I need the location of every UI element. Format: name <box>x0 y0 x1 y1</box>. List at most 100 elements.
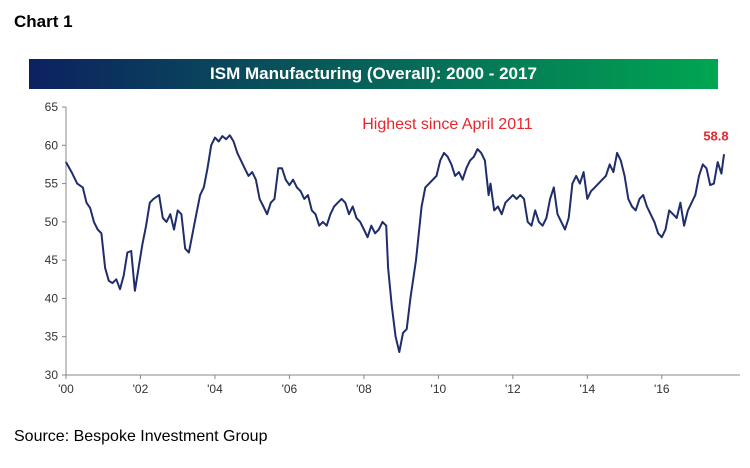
data-point <box>664 228 667 231</box>
data-point <box>266 213 268 215</box>
data-point <box>123 274 125 277</box>
data-point <box>221 135 223 137</box>
data-point <box>687 209 689 211</box>
data-point <box>281 167 283 169</box>
data-point <box>646 205 648 208</box>
data-point <box>71 171 73 173</box>
data-point <box>702 163 704 165</box>
data-point <box>676 217 678 219</box>
data-point <box>694 194 696 196</box>
data-point <box>439 160 441 162</box>
data-point <box>104 267 106 269</box>
data-point <box>65 161 67 163</box>
data-point <box>556 213 559 215</box>
data-point <box>333 205 335 208</box>
data-point <box>292 179 294 181</box>
data-point <box>657 232 659 234</box>
x-axis-ticks: '00 '02 '04 '06 '08 '10 '12 '14 '16 <box>58 375 670 396</box>
data-point <box>605 175 607 177</box>
data-point <box>616 152 618 154</box>
data-point <box>579 183 581 185</box>
chart-title-bar: ISM Manufacturing (Overall): 2000 - 2017 <box>29 59 718 89</box>
x-tick-label: '06 <box>282 382 298 396</box>
data-point <box>93 221 95 223</box>
data-point <box>173 228 175 231</box>
data-point <box>553 186 555 188</box>
data-point <box>631 205 633 208</box>
data-point <box>158 194 160 196</box>
data-point <box>359 221 361 223</box>
data-point <box>450 163 452 165</box>
data-point <box>527 221 529 223</box>
data-point <box>97 228 99 231</box>
data-point <box>402 332 404 334</box>
data-point <box>428 183 430 185</box>
data-point <box>233 140 235 143</box>
data-point <box>668 209 670 211</box>
data-point <box>115 278 117 280</box>
data-point <box>601 179 603 181</box>
data-point <box>210 144 212 146</box>
y-tick-label: 55 <box>45 177 59 191</box>
data-point <box>458 171 460 173</box>
data-point <box>549 198 551 200</box>
data-point <box>454 175 456 177</box>
data-point <box>538 221 540 223</box>
data-point <box>180 213 182 215</box>
data-point <box>534 209 536 211</box>
data-point <box>307 194 309 196</box>
x-tick-label: '00 <box>58 382 74 396</box>
data-point <box>620 160 622 162</box>
y-axis-ticks: 30 35 40 45 50 55 60 65 <box>45 100 66 382</box>
data-point <box>270 202 272 204</box>
data-point <box>300 190 302 192</box>
data-point <box>149 202 151 204</box>
data-point <box>184 248 186 250</box>
data-point <box>571 183 574 185</box>
data-point <box>683 225 685 227</box>
data-point <box>560 221 562 223</box>
data-point <box>642 194 644 196</box>
data-point <box>624 175 626 177</box>
data-point <box>225 138 227 140</box>
data-point <box>462 179 464 181</box>
data-point <box>355 217 358 219</box>
data-point <box>82 186 84 188</box>
data-point <box>311 209 313 211</box>
data-point <box>218 140 220 143</box>
data-point <box>119 288 121 290</box>
data-point <box>421 205 423 208</box>
data-point <box>288 184 290 186</box>
data-point <box>476 148 479 150</box>
data-point <box>111 282 114 284</box>
data-point <box>717 161 719 163</box>
data-point <box>141 244 143 246</box>
data-point <box>341 198 343 200</box>
data-point <box>594 186 596 188</box>
y-tick-label: 60 <box>45 138 59 152</box>
data-point <box>152 198 155 200</box>
data-point <box>575 175 577 177</box>
data-point <box>590 190 592 192</box>
y-tick-label: 65 <box>45 100 59 114</box>
x-tick-label: '10 <box>431 382 447 396</box>
data-point <box>395 336 397 338</box>
data-point <box>303 198 305 200</box>
data-point <box>162 217 164 219</box>
data-point <box>199 194 201 196</box>
data-point <box>344 202 346 204</box>
data-point <box>326 225 328 227</box>
data-point <box>443 152 445 154</box>
data-point <box>367 236 369 238</box>
data-point <box>612 171 615 173</box>
data-point <box>229 134 231 136</box>
data-point <box>387 267 389 269</box>
data-point <box>195 213 197 215</box>
x-tick-label: '04 <box>207 382 223 396</box>
data-point <box>508 198 510 200</box>
data-point <box>469 160 471 162</box>
data-point <box>206 167 209 169</box>
data-point <box>650 213 652 215</box>
data-point <box>277 167 279 169</box>
data-point <box>583 171 585 173</box>
